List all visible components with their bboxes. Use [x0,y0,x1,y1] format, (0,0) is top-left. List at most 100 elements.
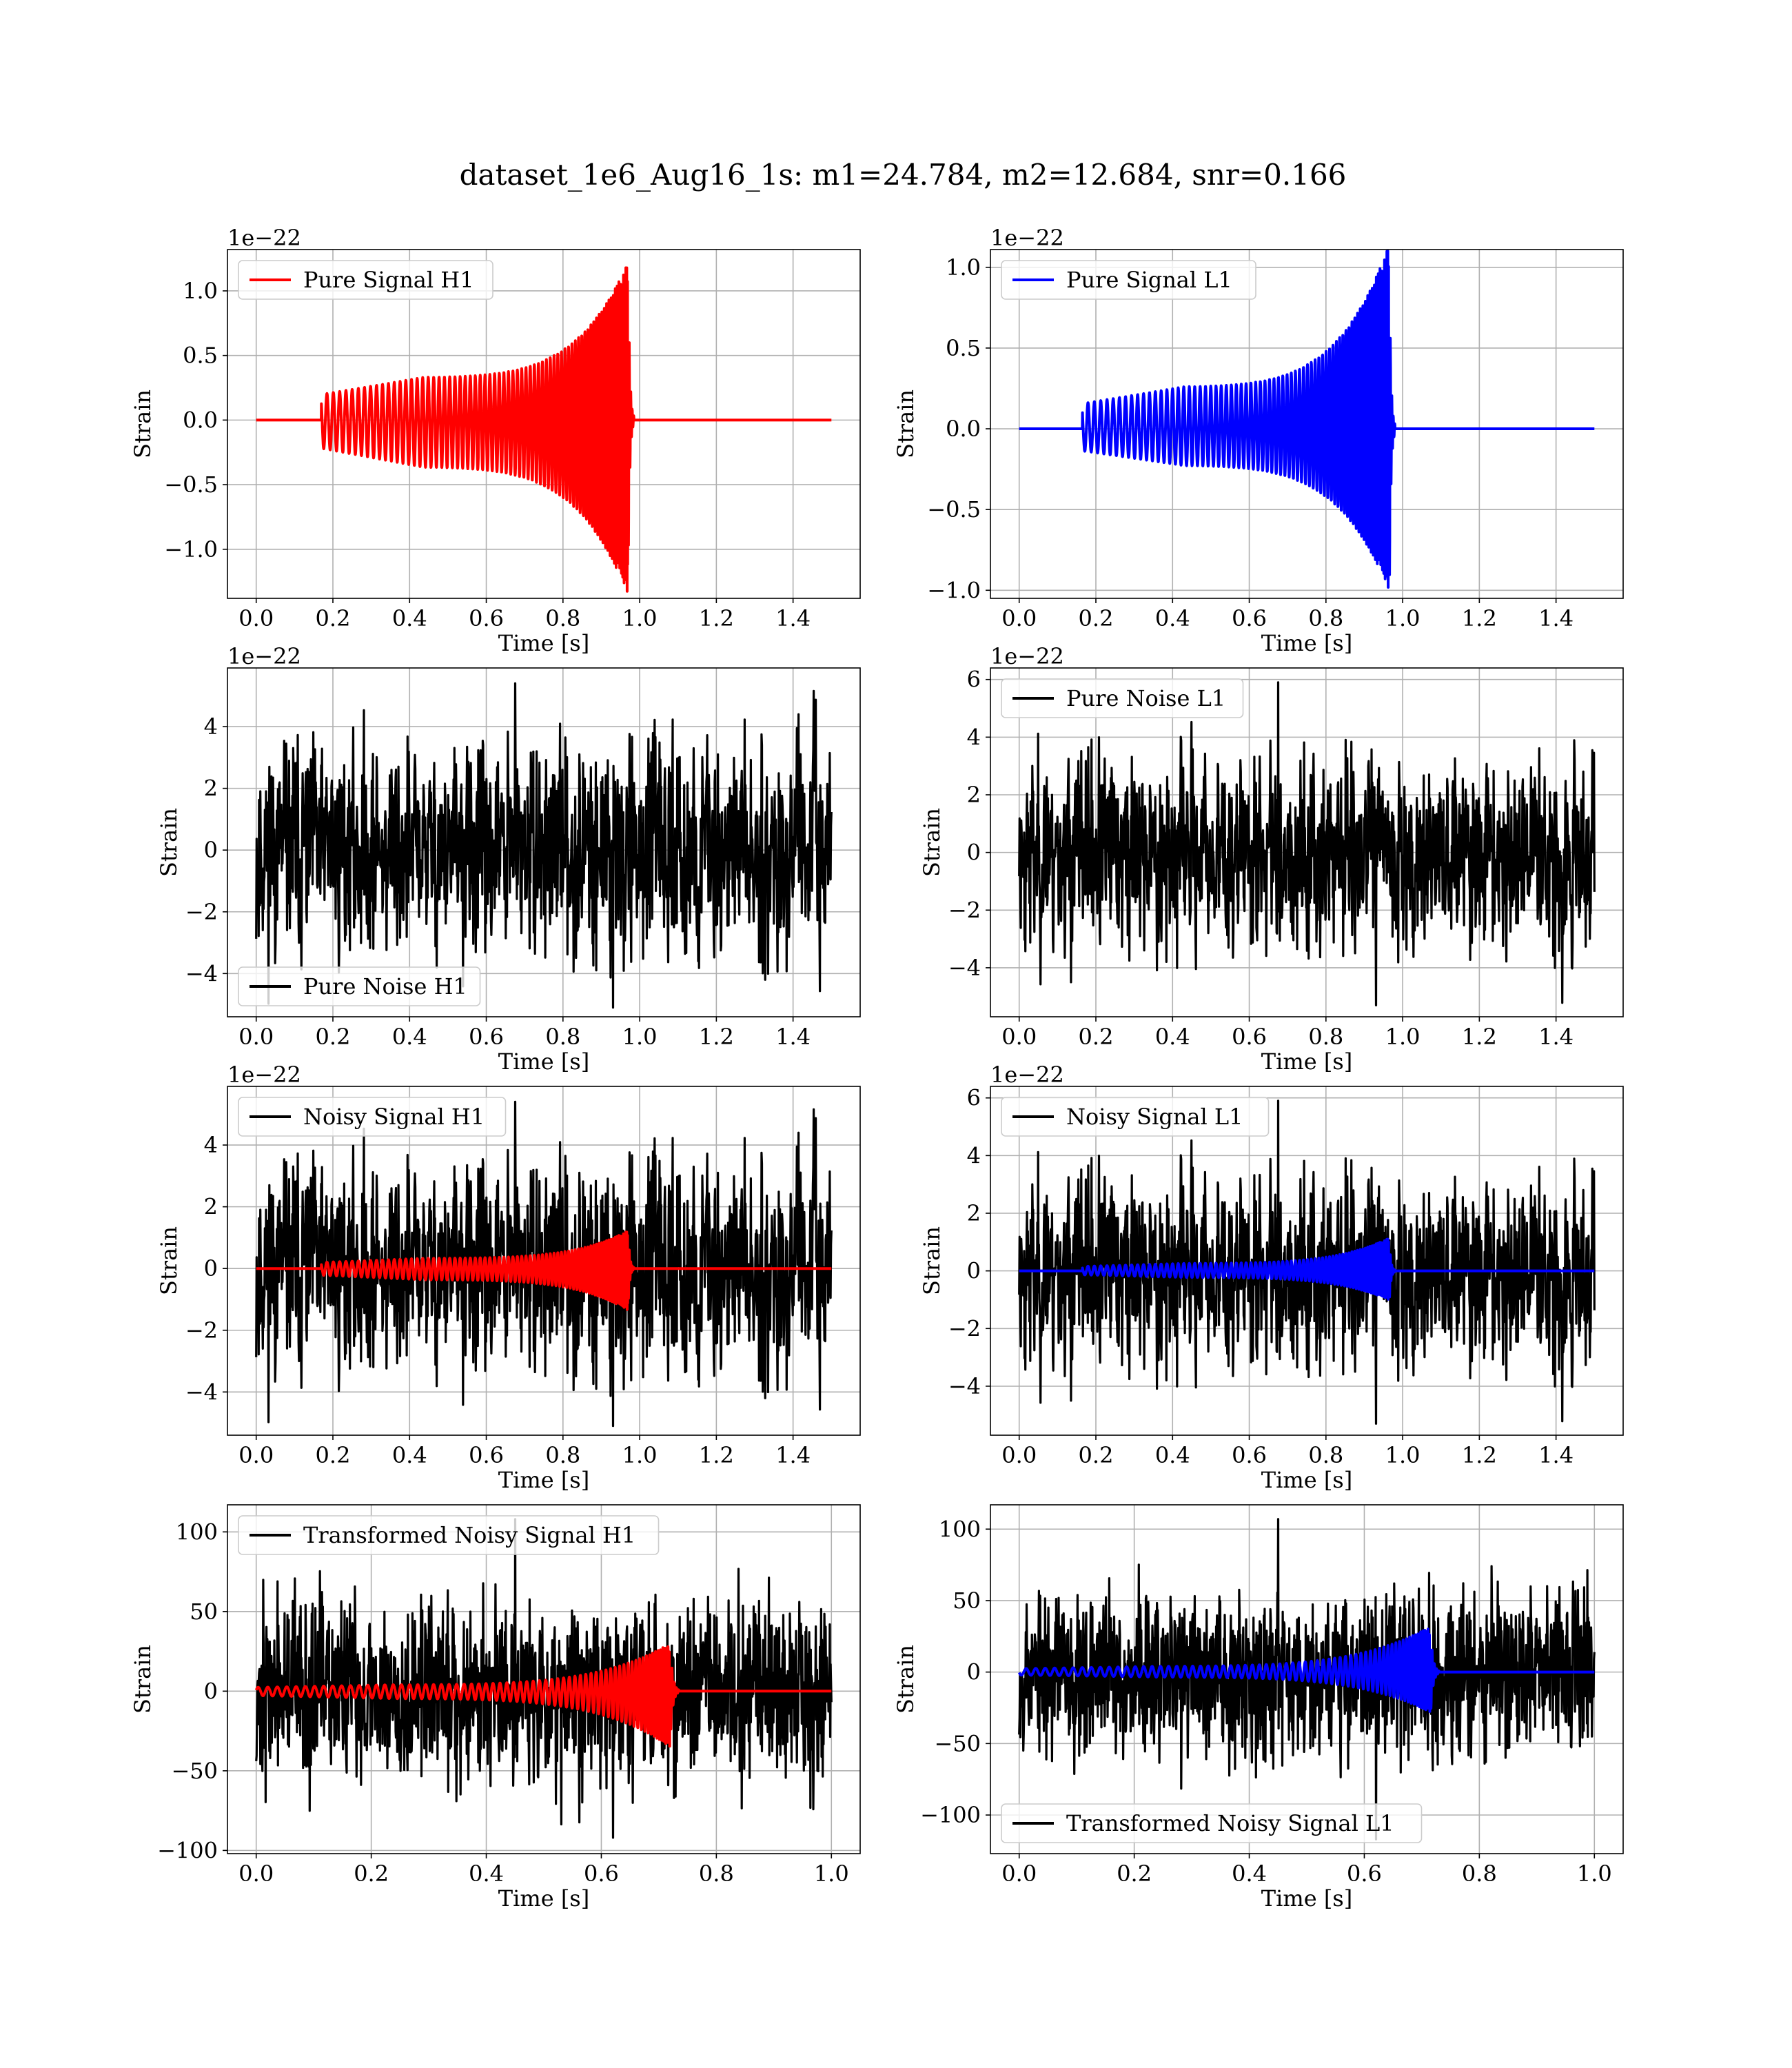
x-tick-label: 0.2 [354,1861,389,1887]
y-tick-label: 2 [967,782,981,808]
x-tick-label: 0.4 [1155,1442,1190,1468]
axes-frame [990,1086,1624,1436]
y-tick-label: −1.0 [164,536,218,562]
y-tick-label: −4 [185,1379,218,1405]
x-tick-label: 0.8 [545,1024,580,1050]
legend: Pure Signal H1 [238,260,493,300]
series-line-2 [1017,1628,1596,1713]
y-axis-label: Strain [156,808,182,877]
x-tick-label: 1.4 [1538,605,1574,631]
series-line-1 [255,266,833,593]
y-tick-label: 1.0 [946,254,981,281]
y-tick-label: 2 [204,1194,218,1220]
legend-box [1001,678,1244,718]
x-tick-label: 0.4 [469,1861,504,1887]
y-tick-label: −2 [185,899,218,925]
plot-area [255,1100,833,1428]
legend-label: Pure Signal H1 [303,267,474,293]
y-tick-label: 4 [967,724,981,750]
x-tick-label: 1.0 [814,1861,849,1887]
series-line-2 [254,1645,833,1748]
y-offset-text: 1e−22 [227,225,301,251]
y-offset-text: 1e−22 [990,225,1064,251]
x-tick-label: 1.2 [1462,1442,1497,1468]
x-axis-label: Time [s] [1261,1048,1352,1075]
y-tick-label: −2 [185,1317,218,1344]
axes-frame [990,249,1624,599]
x-tick-label: 0.8 [1308,1024,1343,1050]
axes-frame [227,667,861,1017]
x-tick-label: 1.0 [1385,605,1421,631]
x-tick-label: 0.8 [545,605,580,631]
plot-area [1018,681,1596,1006]
y-tick-label: −2 [948,1315,981,1341]
subplot-3: 0.0 0.2 0.4 0.6 0.8 1.0 1.2 1.4 −4 −2 0 2 4 Time [s] S… [156,643,861,1075]
y-axis-label: Strain [919,1226,945,1295]
axes-frame [990,1504,1624,1854]
x-tick-label: 1.0 [622,1024,658,1050]
legend-box [1001,260,1256,300]
x-tick-label: 0.2 [1079,1024,1114,1050]
y-tick-label: 6 [967,1085,981,1111]
subplot-5: 0.0 0.2 0.4 0.6 0.8 1.0 1.2 1.4 −4 −2 0 2 4 Time [s] S… [156,1062,861,1493]
x-tick-label: 0.0 [1001,1861,1037,1887]
x-tick-label: 0.0 [238,605,274,631]
legend-box [238,260,493,300]
x-tick-label: 0.4 [1155,605,1190,631]
series-line-1 [255,1518,833,1839]
subplot-4: 0.0 0.2 0.4 0.6 0.8 1.0 1.2 1.4 −4 −2 0 2 4 6 Time [s]… [919,643,1624,1075]
x-tick-label: 1.2 [699,1024,734,1050]
x-tick-label: 1.4 [1538,1024,1574,1050]
subplot-7: 0.0 0.2 0.4 0.6 0.8 1.0 −100 −50 0 50 100 Time [s] S… [130,1504,861,1912]
y-tick-label: −0.5 [164,472,218,498]
x-tick-label: 0.0 [238,1024,274,1050]
figure-suptitle: dataset_1e6_Aug16_1s: m1=24.784, m2=12.6… [460,158,1347,192]
plot-area [1017,1518,1596,1841]
legend-label: Noisy Signal L1 [1066,1104,1243,1130]
subplot-1: 0.0 0.2 0.4 0.6 0.8 1.0 1.2 1.4 −1.0 −0.5 0.0 0.5 1.… [130,225,861,656]
legend-box [1001,1097,1270,1137]
x-tick-label: 0.2 [316,605,351,631]
series-line-1 [255,682,833,1009]
y-tick-label: 6 [967,667,981,693]
x-tick-label: 1.2 [1462,1024,1497,1050]
y-tick-label: 2 [204,776,218,802]
legend: Pure Noise L1 [1001,678,1244,718]
x-axis-label: Time [s] [498,1885,589,1912]
x-tick-label: 0.2 [316,1442,351,1468]
y-tick-label: 1.0 [183,278,218,304]
y-tick-label: 0 [204,837,218,863]
y-tick-label: 0.5 [946,335,981,361]
x-tick-label: 0.4 [1155,1024,1190,1050]
y-axis-label: Strain [893,1645,919,1714]
subplot-8: 0.0 0.2 0.4 0.6 0.8 1.0 −100 −50 0 50 100 Time [s] S… [893,1504,1624,1912]
legend: Transformed Noisy Signal L1 [1001,1803,1423,1843]
legend-box [238,966,481,1006]
y-tick-label: 0 [204,1255,218,1281]
x-axis-label: Time [s] [1261,1467,1352,1493]
y-tick-label: −4 [185,960,218,986]
axes-frame [990,667,1624,1017]
y-tick-label: −4 [948,955,981,981]
x-tick-label: 1.0 [622,1442,658,1468]
series-line-1 [255,1100,833,1428]
y-axis-label: Strain [130,389,156,458]
y-tick-label: −1.0 [927,577,981,603]
x-tick-label: 0.6 [469,1442,504,1468]
axes-frame [227,1086,861,1436]
y-axis-label: Strain [130,1645,156,1714]
y-tick-label: 50 [953,1588,981,1614]
axes-frame [227,249,861,599]
series-line-1 [1018,1099,1596,1425]
y-tick-label: 4 [204,1132,218,1158]
x-tick-label: 1.2 [699,1442,734,1468]
y-axis-label: Strain [156,1226,182,1295]
legend-box [238,1515,660,1555]
x-tick-label: 0.2 [1117,1861,1152,1887]
x-tick-label: 0.8 [1308,1442,1343,1468]
x-tick-label: 1.4 [775,1024,811,1050]
y-tick-label: 0 [204,1678,218,1704]
x-tick-label: 0.2 [1079,605,1114,631]
x-tick-label: 1.4 [775,1442,811,1468]
